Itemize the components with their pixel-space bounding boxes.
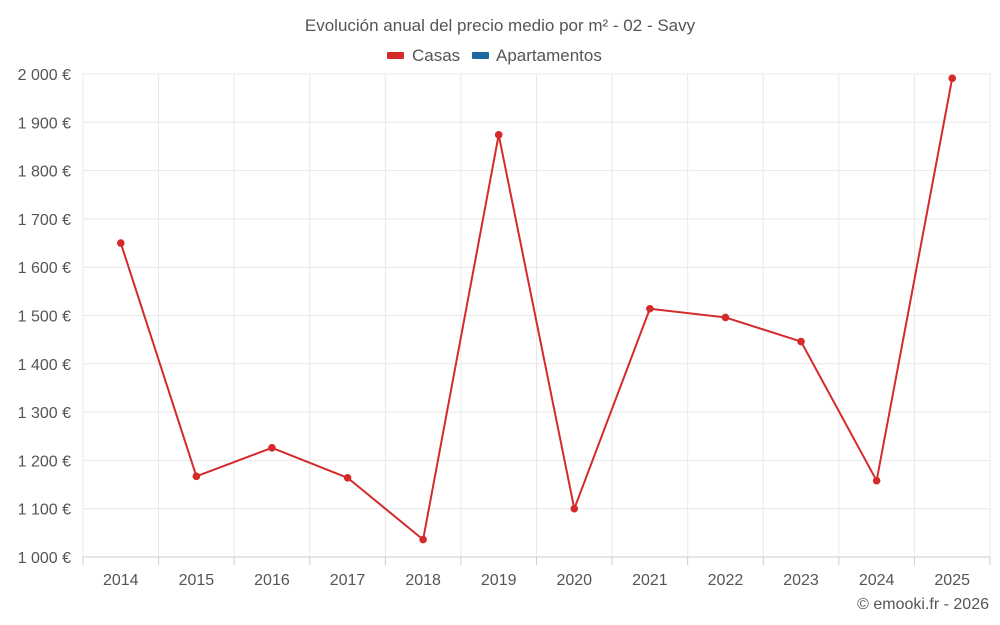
y-tick-label: 1 400 €: [18, 357, 71, 374]
legend-swatch-apartamentos: [472, 52, 489, 59]
y-tick-label: 1 200 €: [18, 453, 71, 470]
x-tick-label: 2020: [556, 572, 592, 589]
data-point[interactable]: [192, 472, 201, 481]
x-tick-label: 2018: [405, 572, 441, 589]
chart-title: Evolución anual del precio medio por m² …: [305, 16, 696, 35]
x-axis-ticks: 2014 2015 2016 2017 2018 2019 2020 2021 2022 2023…: [82, 557, 991, 589]
x-tick-label: 2017: [330, 572, 366, 589]
x-tick-label: 2015: [179, 572, 215, 589]
grid: [82, 73, 991, 558]
x-tick-label: 2016: [254, 572, 290, 589]
x-tick-label: 2019: [481, 572, 517, 589]
data-point[interactable]: [948, 74, 957, 83]
data-point[interactable]: [570, 504, 579, 513]
legend-item-apartamentos[interactable]: Apartamentos: [472, 46, 602, 65]
x-tick-label: 2022: [708, 572, 744, 589]
data-point[interactable]: [646, 304, 654, 313]
y-tick-label: 2 000 €: [18, 67, 71, 84]
x-tick-label: 2021: [632, 572, 668, 589]
data-point[interactable]: [343, 473, 352, 482]
data-point[interactable]: [721, 313, 730, 322]
x-tick-label: 2025: [934, 572, 970, 589]
data-point[interactable]: [116, 239, 125, 247]
x-tick-label: 2014: [103, 572, 139, 589]
legend-label-apartamentos: Apartamentos: [496, 46, 602, 65]
y-tick-label: 1 600 €: [18, 260, 71, 277]
data-point[interactable]: [419, 535, 427, 544]
data-point[interactable]: [268, 444, 276, 452]
series-casas: [116, 74, 957, 544]
credit-text: © emooki.fr - 2026: [857, 596, 989, 613]
legend: Casas Apartamentos: [387, 46, 602, 65]
y-tick-label: 1 100 €: [18, 502, 71, 519]
legend-label-casas: Casas: [412, 46, 460, 65]
y-tick-label: 1 800 €: [18, 164, 71, 181]
data-point[interactable]: [872, 476, 881, 485]
x-tick-label: 2024: [859, 572, 895, 589]
y-tick-label: 1 900 €: [18, 115, 71, 132]
data-point[interactable]: [797, 337, 805, 346]
y-tick-label: 1 300 €: [18, 405, 71, 422]
y-axis-ticks: 1 000 € 1 100 € 1 200 € 1 300 € 1 400 € 1 500…: [18, 67, 71, 567]
data-point[interactable]: [494, 131, 503, 139]
x-tick-label: 2023: [783, 572, 819, 589]
legend-item-casas[interactable]: Casas: [387, 46, 460, 65]
y-tick-label: 1 500 €: [18, 309, 71, 326]
y-tick-label: 1 000 €: [18, 550, 71, 567]
y-tick-label: 1 700 €: [18, 212, 71, 229]
series-line-casas: [119, 78, 954, 541]
legend-swatch-casas: [387, 52, 404, 59]
